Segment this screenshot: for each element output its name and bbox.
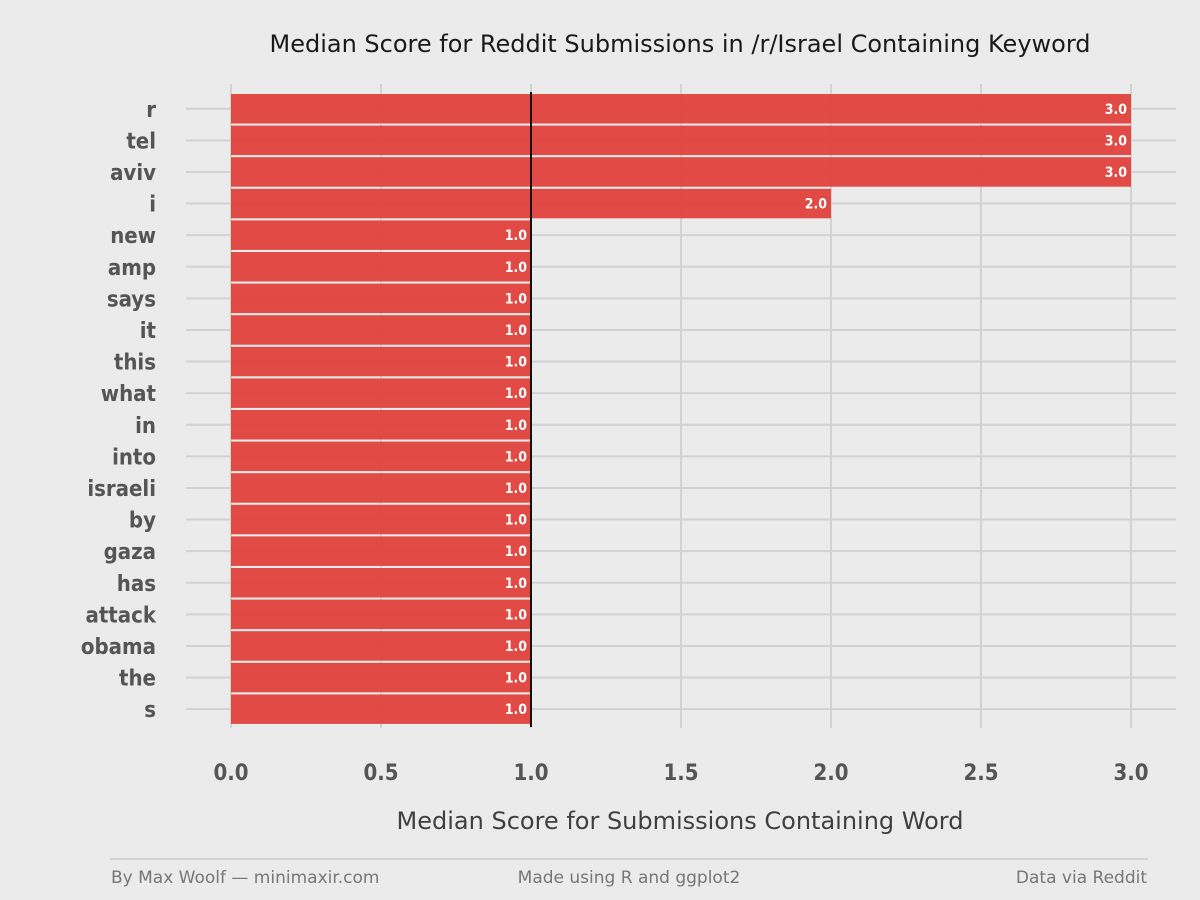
- y-tick-label: attack: [85, 603, 156, 628]
- footer-author: By Max Woolf — minimaxir.com: [111, 868, 380, 888]
- y-tick-label: it: [140, 319, 157, 344]
- bar-value-label: 3.0: [1105, 102, 1128, 118]
- bar-into: [231, 441, 531, 472]
- bar-israeli: [231, 473, 531, 503]
- bar-new: [231, 220, 531, 250]
- x-tick-label: 1.5: [663, 761, 698, 786]
- x-tick-label: 3.0: [1113, 761, 1148, 786]
- bar-s: [231, 694, 531, 724]
- y-tick-labels: r tel aviv i new amp says it this what in into israe…: [81, 98, 157, 723]
- bar-attack: [231, 599, 531, 630]
- footer-tool: Made using R and ggplot2: [518, 868, 741, 888]
- x-tick-label: 0.5: [363, 761, 398, 786]
- bar-value-label: 1.0: [505, 544, 528, 560]
- bar-it: [231, 315, 531, 345]
- bar-value-label: 1.0: [505, 418, 528, 434]
- y-tick-label: new: [110, 224, 156, 249]
- y-tick-label: r: [146, 98, 156, 123]
- x-axis-label: Median Score for Submissions Containing …: [397, 807, 964, 835]
- bar-value-label: 1.0: [505, 671, 528, 687]
- bar-what: [231, 378, 531, 408]
- bar-obama: [231, 631, 531, 661]
- y-tick-label: in: [135, 414, 156, 439]
- bar-value-label: 1.0: [505, 291, 528, 307]
- x-tick-label: 2.5: [963, 761, 998, 786]
- bar-aviv: [231, 157, 1131, 187]
- x-tick-labels: 0.0 0.5 1.0 1.5 2.0 2.5 3.0: [213, 761, 1148, 786]
- x-tick-label: 1.0: [513, 761, 548, 786]
- bar-value-label: 1.0: [505, 323, 528, 339]
- bar-value-label: 1.0: [505, 449, 528, 465]
- y-tick-label: this: [114, 351, 156, 376]
- bar-value-label: 1.0: [505, 702, 528, 718]
- bar-says: [231, 283, 531, 314]
- chart-title: Median Score for Reddit Submissions in /…: [269, 30, 1090, 58]
- bar-value-label: 3.0: [1105, 165, 1128, 181]
- bar-this: [231, 346, 531, 377]
- y-tick-label: israeli: [87, 477, 156, 502]
- bar-amp: [231, 252, 531, 282]
- x-tick-label: 2.0: [813, 761, 848, 786]
- y-tick-label: says: [107, 287, 156, 312]
- bar-value-label: 1.0: [505, 481, 528, 497]
- bar-gaza: [231, 536, 531, 566]
- y-tick-label: what: [101, 382, 157, 407]
- bar-value-label: 1.0: [505, 260, 528, 276]
- footer-source: Data via Reddit: [1016, 868, 1147, 888]
- bar-value-label: 1.0: [505, 386, 528, 402]
- y-tick-label: by: [129, 509, 156, 534]
- bar-tel: [231, 125, 1131, 156]
- y-tick-label: tel: [126, 129, 156, 154]
- bar-by: [231, 504, 531, 535]
- x-tick-label: 0.0: [213, 761, 248, 786]
- y-tick-label: gaza: [104, 540, 156, 565]
- y-tick-label: i: [149, 193, 156, 218]
- y-tick-label: into: [112, 445, 156, 470]
- bar-in: [231, 410, 531, 440]
- y-tick-label: the: [119, 667, 156, 692]
- bar-value-label: 2.0: [805, 197, 828, 213]
- y-tick-label: s: [144, 698, 156, 723]
- bar-value-label: 1.0: [505, 355, 528, 371]
- y-tick-label: aviv: [110, 161, 156, 186]
- bar-value-label: 1.0: [505, 607, 528, 623]
- bar-r: [231, 94, 1131, 124]
- y-tick-label: has: [117, 572, 156, 597]
- bar-value-label: 1.0: [505, 639, 528, 655]
- y-tick-label: amp: [108, 256, 156, 281]
- bar-value-label: 1.0: [505, 513, 528, 529]
- bar-labels: 3.0 3.0 3.0 2.0 1.0 1.0 1.0 1.0 1.0 1.0 1.0 1.0 1.0 1…: [505, 102, 1128, 718]
- bar-value-label: 1.0: [505, 576, 528, 592]
- bar-value-label: 3.0: [1105, 133, 1128, 149]
- y-tick-label: obama: [81, 635, 156, 660]
- bar-has: [231, 568, 531, 598]
- bar-the: [231, 662, 531, 693]
- bar-value-label: 1.0: [505, 228, 528, 244]
